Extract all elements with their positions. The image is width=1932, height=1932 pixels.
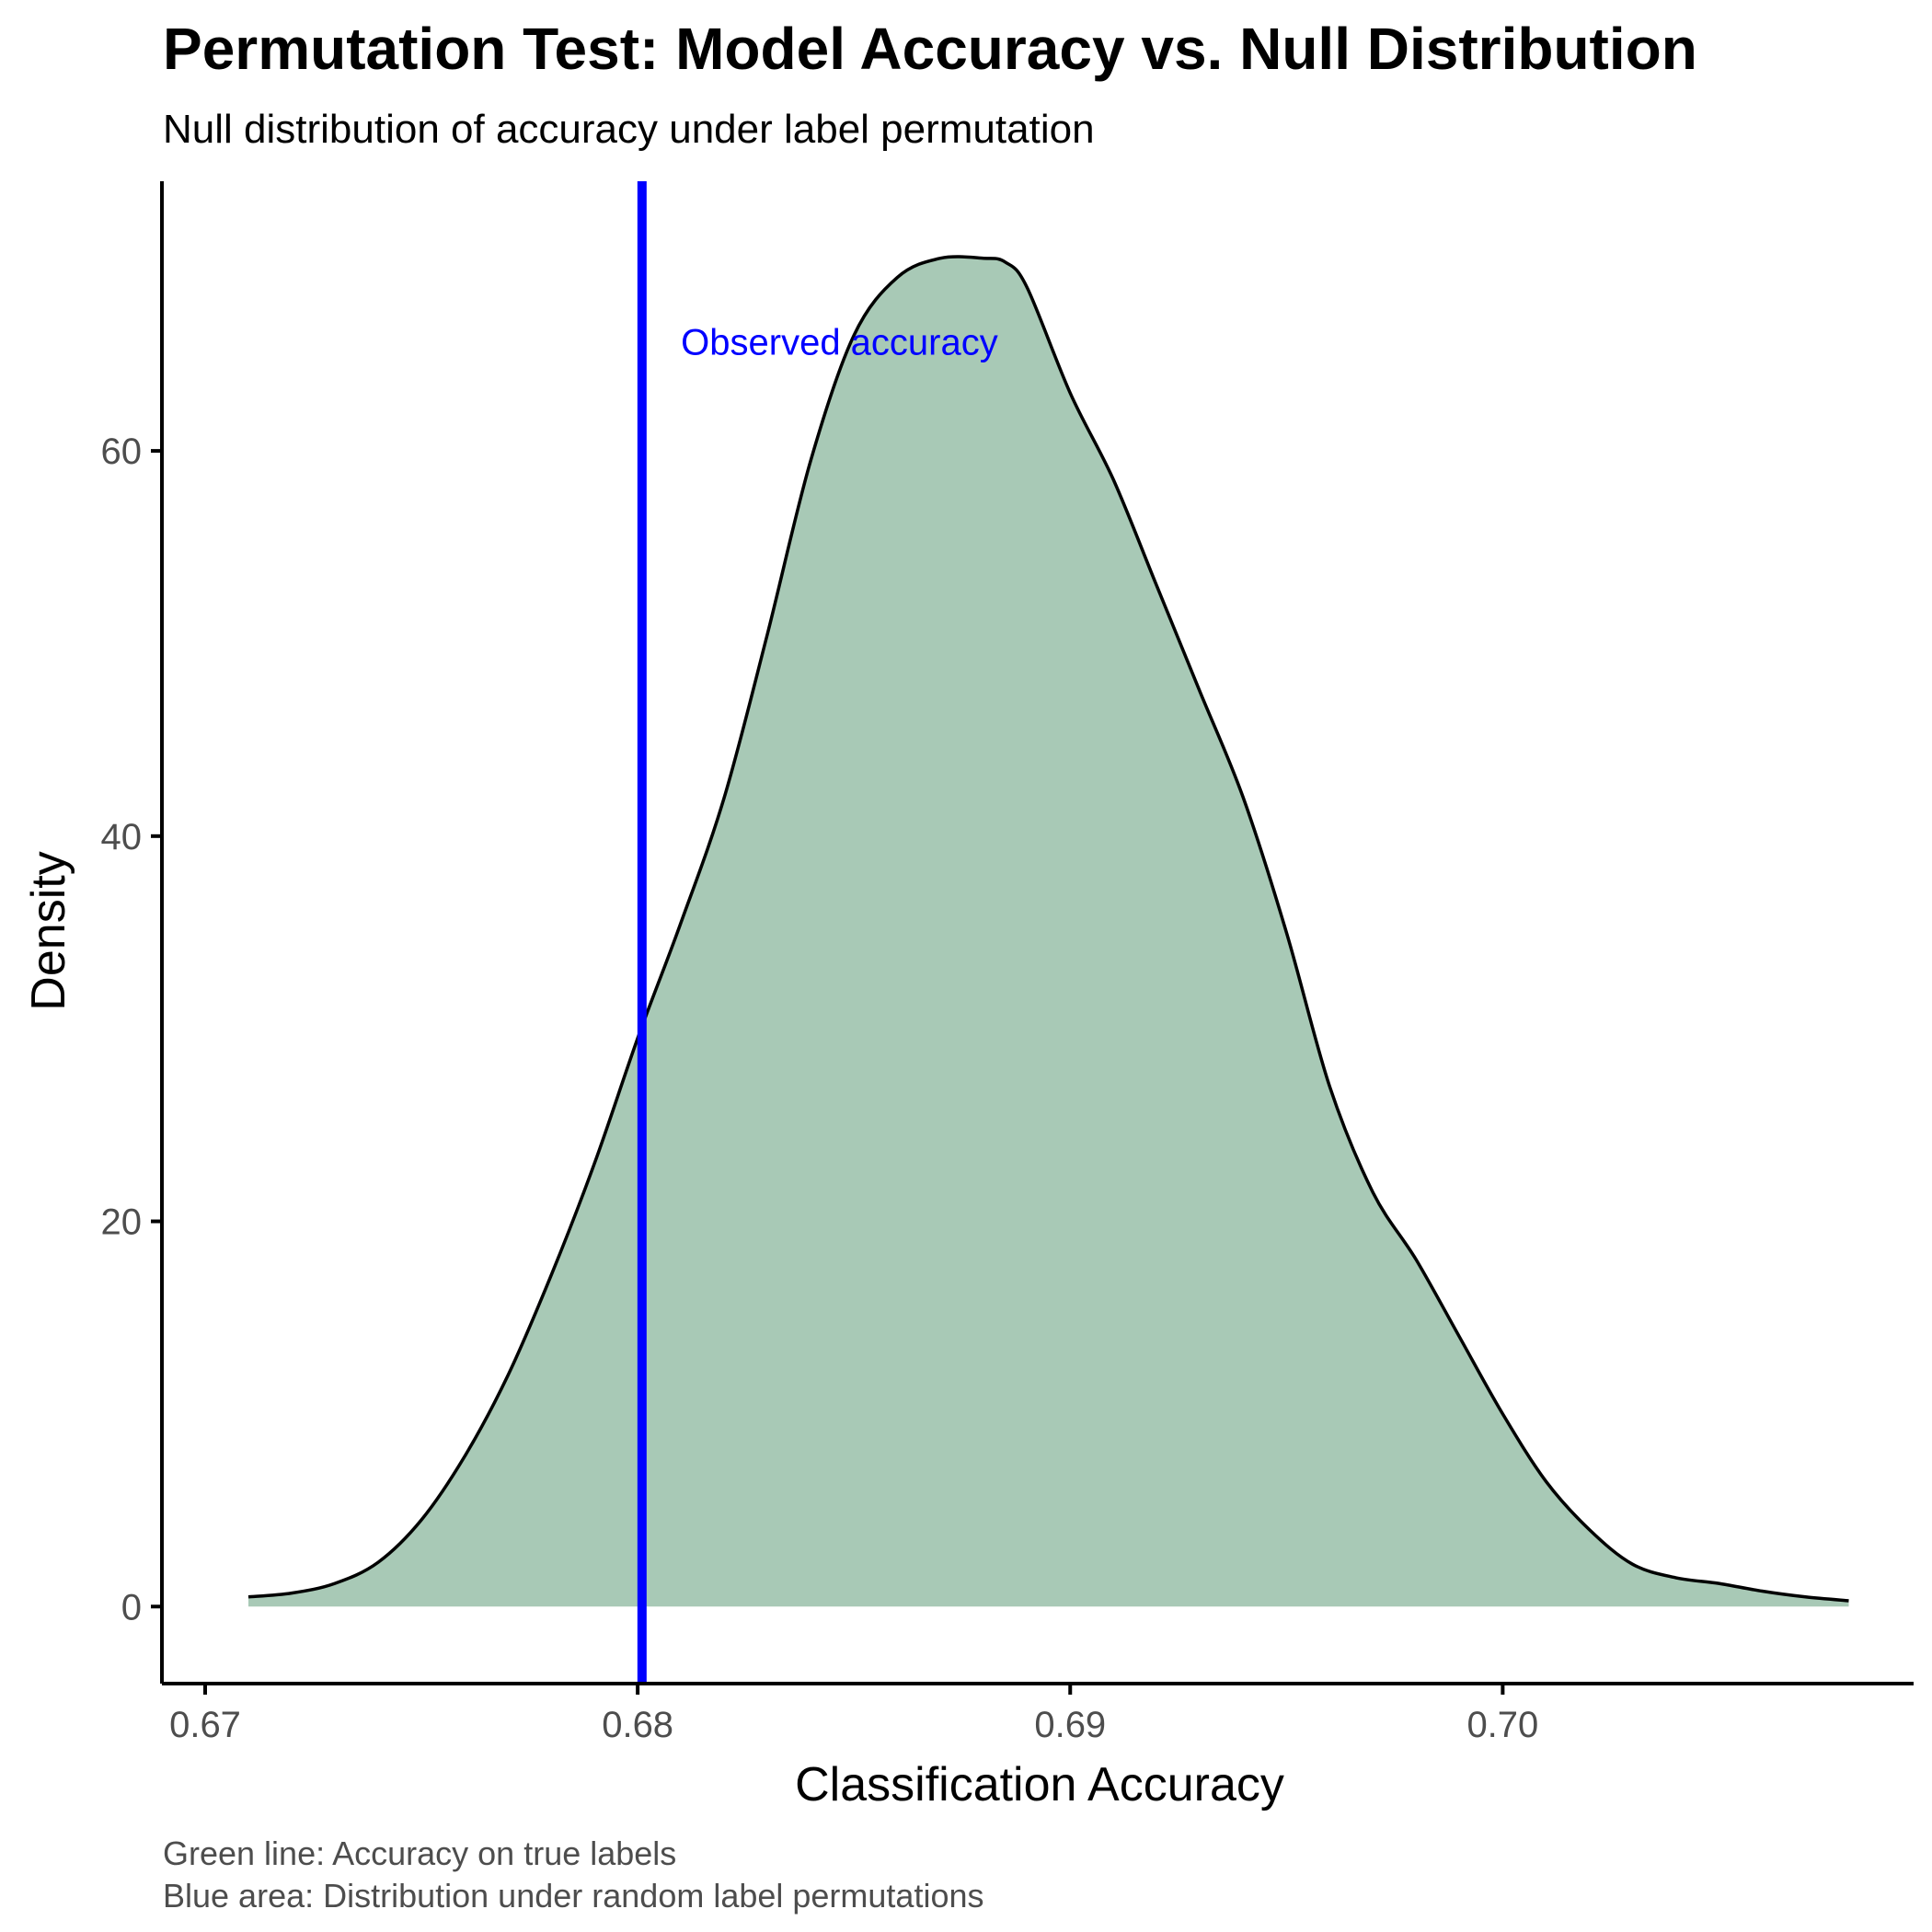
chart-title: Permutation Test: Model Accuracy vs. Nul… [163,16,1697,82]
x-axis: 0.67 0.68 0.69 0.70 [169,1684,1538,1745]
y-tick-label: 20 [101,1202,143,1243]
x-tick-label: 0.69 [1034,1705,1106,1745]
x-tick-label: 0.67 [169,1705,241,1745]
plot-area: Observed accuracy [247,181,1849,1684]
observed-accuracy-label: Observed accuracy [681,322,998,362]
x-axis-title: Classification Accuracy [795,1758,1284,1811]
y-tick-label: 0 [121,1587,142,1627]
chart-subtitle: Null distribution of accuracy under labe… [163,107,1095,152]
y-axis-title: Density [22,851,75,1010]
density-area [248,257,1849,1607]
y-tick-label: 40 [101,817,143,857]
density-curve [247,255,1849,1603]
caption-line-2: Blue area: Distribution under random lab… [163,1877,984,1915]
x-tick-label: 0.70 [1466,1705,1538,1745]
y-axis: 0 20 40 60 [101,431,162,1627]
y-tick-label: 60 [101,431,143,472]
x-tick-label: 0.68 [602,1705,673,1745]
caption-line-1: Green line: Accuracy on true labels [163,1834,676,1872]
